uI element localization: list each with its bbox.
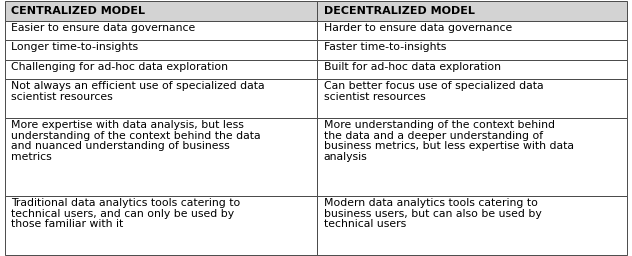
Bar bbox=[317, 118, 627, 196]
Bar bbox=[5, 196, 317, 255]
Bar bbox=[5, 60, 317, 79]
Bar bbox=[317, 60, 627, 79]
Text: Built for ad-hoc data exploration: Built for ad-hoc data exploration bbox=[324, 62, 501, 72]
Text: Faster time-to-insights: Faster time-to-insights bbox=[324, 42, 446, 52]
Text: CENTRALIZED MODEL: CENTRALIZED MODEL bbox=[11, 6, 145, 16]
Text: More expertise with data analysis, but less
understanding of the context behind : More expertise with data analysis, but l… bbox=[11, 120, 261, 162]
Bar bbox=[317, 79, 627, 118]
Text: DECENTRALIZED MODEL: DECENTRALIZED MODEL bbox=[324, 6, 475, 16]
Bar bbox=[5, 1, 317, 21]
Text: Challenging for ad-hoc data exploration: Challenging for ad-hoc data exploration bbox=[11, 62, 228, 72]
Text: Harder to ensure data governance: Harder to ensure data governance bbox=[324, 23, 512, 33]
Bar bbox=[5, 40, 317, 60]
Bar bbox=[317, 40, 627, 60]
Bar bbox=[317, 196, 627, 255]
Text: Not always an efficient use of specialized data
scientist resources: Not always an efficient use of specializ… bbox=[11, 81, 265, 102]
Text: Can better focus use of specialized data
scientist resources: Can better focus use of specialized data… bbox=[324, 81, 544, 102]
Bar bbox=[5, 21, 317, 40]
Text: Longer time-to-insights: Longer time-to-insights bbox=[11, 42, 138, 52]
Text: More understanding of the context behind
the data and a deeper understanding of
: More understanding of the context behind… bbox=[324, 120, 574, 162]
Bar bbox=[5, 118, 317, 196]
Text: Easier to ensure data governance: Easier to ensure data governance bbox=[11, 23, 196, 33]
Text: Traditional data analytics tools catering to
technical users, and can only be us: Traditional data analytics tools caterin… bbox=[11, 198, 241, 229]
Bar bbox=[317, 1, 627, 21]
Bar bbox=[5, 79, 317, 118]
Text: Modern data analytics tools catering to
business users, but can also be used by
: Modern data analytics tools catering to … bbox=[324, 198, 542, 229]
Bar bbox=[317, 21, 627, 40]
